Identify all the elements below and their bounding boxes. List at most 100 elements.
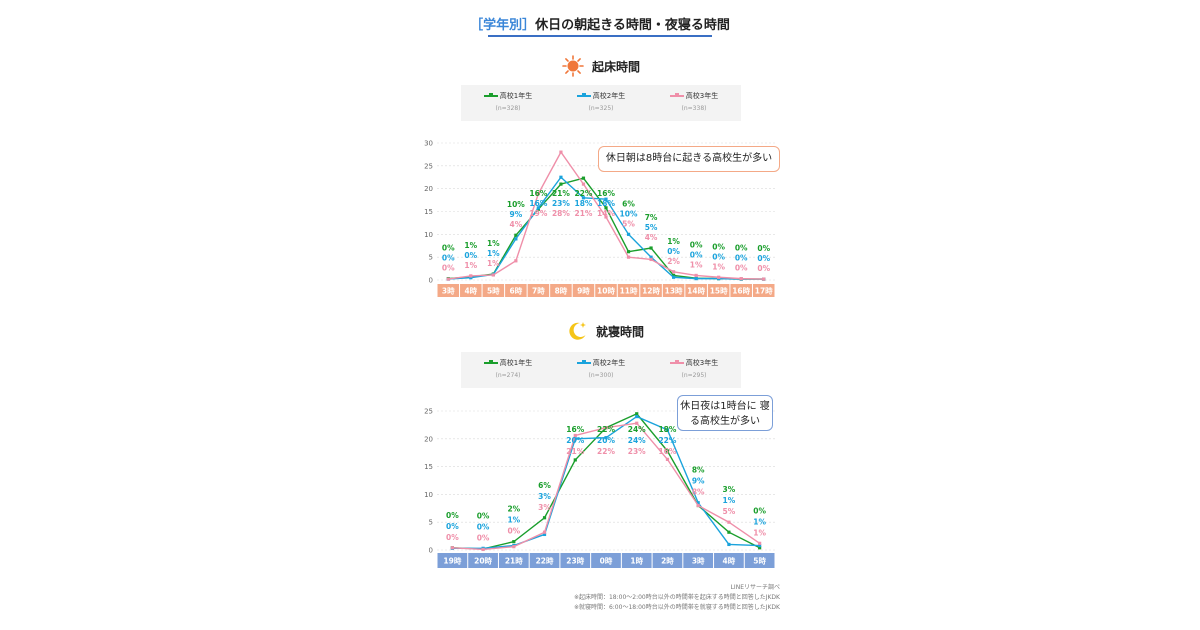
sleep-data-label-y3: 1% [753, 528, 766, 537]
sleep-legend-item-y1: 高校1年生 (n=274) [463, 358, 553, 379]
wake-x-tick-label: 10時 [597, 286, 615, 296]
sleep-x-tick-label: 0時 [600, 556, 613, 566]
wake-y-tick-label: 25 [424, 162, 433, 170]
wake-x-tick-label: 15時 [710, 286, 728, 296]
wake-y-tick-label: 5 [429, 254, 433, 262]
sleep-data-label-y1: 2% [507, 505, 520, 514]
wake-data-label-y2: 1% [487, 249, 500, 258]
wake-x-tick-label: 3時 [442, 286, 455, 296]
wake-data-point-y3 [536, 192, 540, 196]
wake-x-axis-cell [730, 284, 752, 297]
sleep-series-line-y1 [452, 412, 760, 550]
sleep-data-label-y2: 0% [477, 522, 490, 531]
wake-data-label-y1: 0% [735, 244, 748, 253]
sleep-data-point-y1 [635, 412, 639, 416]
wake-data-point-y3 [604, 215, 608, 219]
legend-n: (n=325) [588, 105, 614, 112]
wake-data-label-y1: 0% [757, 244, 770, 253]
wake-data-point-y1 [559, 182, 563, 186]
wake-x-axis-cell [505, 284, 527, 297]
wake-data-label-y2: 16% [529, 199, 547, 208]
sleep-data-point-y1 [758, 546, 762, 550]
sleep-x-tick-label: 19時 [443, 556, 461, 566]
bracket-close: ］ [522, 18, 536, 33]
bracket-open: ［ [470, 18, 484, 33]
legend-marker [669, 93, 684, 97]
sleep-data-point-y3 [635, 421, 639, 425]
wake-data-label-y3: 1% [690, 260, 703, 269]
sleep-x-tick-label: 3時 [692, 556, 705, 566]
wake-x-tick-label: 12時 [642, 286, 660, 296]
wake-x-tick-label: 8時 [555, 286, 568, 296]
wake-data-point-y3 [717, 275, 721, 279]
wake-data-label-y2: 0% [442, 254, 455, 263]
wake-data-point-y2 [469, 276, 473, 280]
wake-x-tick-label: 17時 [755, 286, 773, 296]
sleep-section-header: 就寝時間 [566, 320, 644, 342]
sleep-data-point-y1 [542, 516, 547, 520]
sleep-y-tick-label: 15 [424, 463, 433, 471]
sleep-y-tick-label: 10 [424, 491, 433, 499]
sleep-data-label-y2: 3% [538, 492, 551, 501]
sleep-data-label-y1: 3% [723, 485, 736, 494]
sleep-x-axis-cell [714, 553, 744, 568]
wake-data-point-y2 [581, 196, 586, 200]
title-text: 休日の朝起きる時間・夜寝る時間 [535, 18, 730, 33]
wake-data-label-y3: 5% [622, 219, 635, 228]
sleep-data-label-y3: 22% [597, 447, 615, 456]
wake-legend-item-y2: 高校2年生 (n=325) [556, 91, 646, 112]
sleep-legend: 高校1年生 (n=274) 高校2年生 (n=300) 高校3年生 (n=295… [461, 352, 741, 388]
legend-marker [483, 360, 498, 364]
sleep-x-tick-label: 23時 [566, 556, 584, 566]
title-underline [488, 35, 712, 37]
sleep-data-point-y1 [512, 540, 516, 544]
sleep-data-label-y3: 0% [507, 527, 520, 536]
sleep-definition-note: ※就寝時間：6:00〜18:00時台以外の時間帯を就寝する時間と回答したJKDK [573, 604, 780, 611]
sleep-x-tick-label: 4時 [723, 556, 736, 566]
wake-definition-note: ※起床時間：18:00〜2:00時台以外の時間帯を起床する時間と回答したJKDK [573, 594, 780, 601]
wake-data-label-y2: 10% [620, 209, 638, 218]
sleep-data-point-y2 [573, 437, 577, 441]
wake-y-tick-label: 10 [424, 231, 433, 239]
wake-y-tick-label: 0 [429, 277, 433, 285]
wake-data-point-y3 [649, 257, 653, 262]
legend-label: 高校3年生 [685, 92, 719, 100]
sleep-data-label-y2: 0% [446, 522, 459, 531]
wake-data-label-y1: 0% [712, 242, 725, 251]
sleep-data-label-y1: 8% [692, 466, 705, 475]
wake-x-axis-cell [707, 284, 730, 297]
wake-data-point-y3 [762, 277, 766, 281]
sleep-x-tick-label: 21時 [505, 556, 523, 566]
wake-x-axis-cell [685, 284, 707, 297]
bracket-label: 学年別 [483, 18, 523, 33]
legend-n: (n=295) [681, 372, 707, 379]
source-note: LINEリサーチ調べ [730, 584, 780, 591]
wake-legend: 高校1年生 (n=328) 高校2年生 (n=325) 高校3年生 (n=338… [461, 85, 741, 121]
wake-data-label-y3: 4% [645, 233, 658, 242]
wake-legend-item-y3: 高校3年生 (n=338) [649, 91, 739, 112]
wake-data-label-y1: 0% [690, 240, 703, 249]
wake-data-label-y2: 23% [552, 199, 570, 208]
wake-x-tick-label: 11時 [620, 286, 638, 296]
wake-data-label-y1: 21% [552, 189, 570, 198]
wake-data-label-y1: 1% [487, 239, 500, 248]
wake-data-label-y1: 7% [645, 213, 658, 222]
sleep-x-axis-cell [437, 553, 468, 568]
wake-x-tick-label: 6時 [510, 286, 523, 296]
sleep-data-label-y3: 23% [628, 447, 646, 456]
wake-data-label-y2: 18% [574, 199, 592, 208]
wake-data-label-y3: 1% [487, 259, 500, 268]
wake-data-point-y3 [446, 277, 450, 281]
sleep-data-point-y3 [481, 547, 485, 552]
legend-n: (n=300) [588, 372, 614, 379]
sleep-data-label-y2: 9% [692, 477, 705, 486]
wake-data-point-y2 [672, 275, 676, 279]
wake-data-point-y3 [694, 273, 698, 278]
sleep-x-axis-cell [621, 553, 652, 568]
sleep-data-point-y1 [665, 449, 670, 453]
sleep-legend-item-y2: 高校2年生 (n=300) [556, 358, 646, 379]
sleep-data-point-y2 [727, 542, 731, 547]
wake-data-point-y3 [559, 150, 563, 154]
sleep-x-axis-cell [560, 553, 591, 568]
